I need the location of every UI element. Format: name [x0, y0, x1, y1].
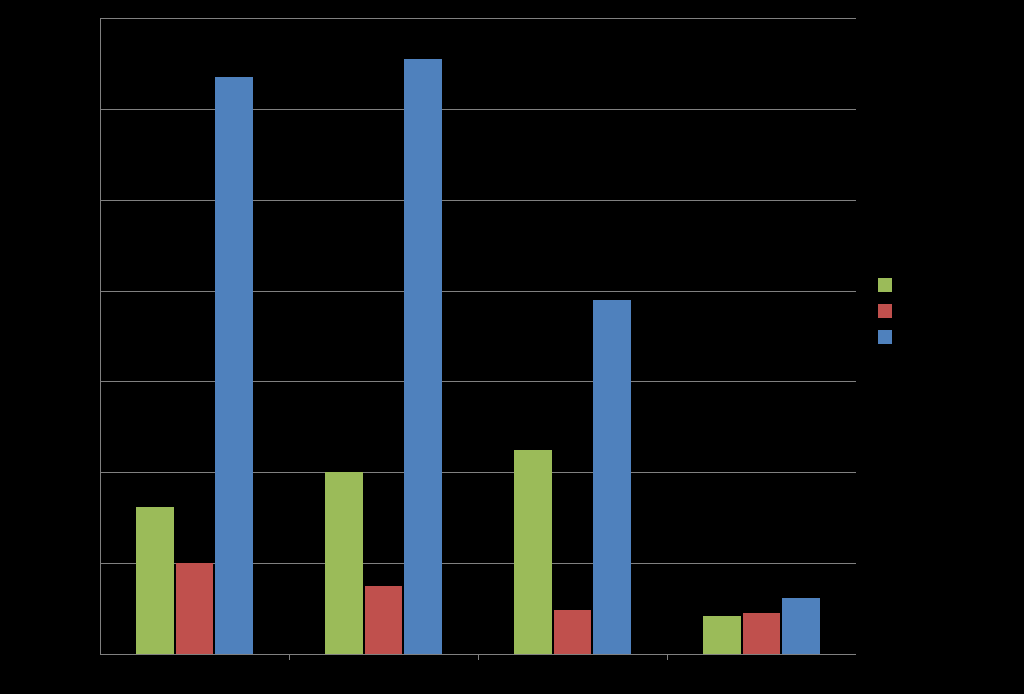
gridline	[100, 381, 856, 382]
bar	[325, 472, 363, 654]
legend-item	[878, 278, 900, 292]
x-tick	[478, 654, 479, 660]
gridline	[100, 563, 856, 564]
bar	[176, 563, 214, 654]
x-tick	[289, 654, 290, 660]
gridline	[100, 472, 856, 473]
legend-swatch	[878, 278, 892, 292]
bar	[703, 616, 741, 654]
gridline	[100, 200, 856, 201]
legend-item	[878, 330, 900, 344]
legend-swatch	[878, 330, 892, 344]
bar	[743, 613, 781, 654]
chart-legend	[878, 278, 900, 356]
gridline	[100, 291, 856, 292]
bar	[404, 59, 442, 654]
x-tick	[667, 654, 668, 660]
y-axis-line	[100, 18, 101, 654]
bar	[782, 598, 820, 654]
bar	[136, 507, 174, 654]
bar	[554, 610, 592, 654]
legend-swatch	[878, 304, 892, 318]
gridline	[100, 109, 856, 110]
legend-item	[878, 304, 900, 318]
bar	[593, 300, 631, 654]
chart-container	[0, 0, 1024, 694]
bar	[514, 450, 552, 654]
bar	[365, 586, 403, 654]
bar	[215, 77, 253, 654]
gridline	[100, 18, 856, 19]
plot-area	[100, 18, 856, 654]
